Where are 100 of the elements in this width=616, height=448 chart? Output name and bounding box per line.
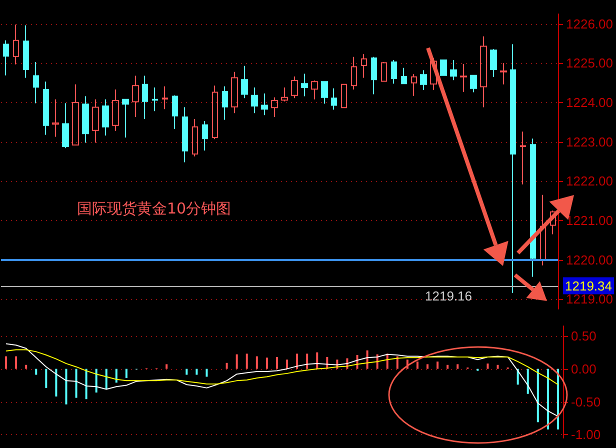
- y-tick-label: 1225.00: [566, 56, 614, 71]
- bar: [95, 368, 98, 393]
- candlestick: [281, 87, 288, 102]
- y-tick-label: 1226.00: [566, 16, 614, 32]
- bar: [236, 354, 238, 369]
- bar: [55, 368, 58, 396]
- candlestick: [182, 106, 188, 163]
- bar: [286, 360, 288, 369]
- bar: [266, 358, 268, 369]
- candlestick: [411, 74, 417, 96]
- y-tick-label: 1221.00: [566, 213, 614, 228]
- bar: [5, 356, 8, 369]
- candlestick: [460, 63, 467, 92]
- bar: [45, 368, 48, 388]
- bar: [246, 354, 248, 369]
- candlestick: [331, 88, 337, 110]
- candlestick: [271, 96, 278, 118]
- y-tick-label: -0.50: [571, 394, 601, 410]
- candlestick: [520, 131, 526, 185]
- candlestick: [470, 74, 477, 93]
- bar: [186, 368, 188, 375]
- y-tick-label: 1220.00: [566, 252, 614, 268]
- bar: [446, 364, 449, 369]
- text: 国际现货黄金10分钟图: [77, 200, 232, 218]
- candlestick: [450, 60, 457, 81]
- bar: [65, 368, 68, 404]
- candlestick: [192, 118, 198, 157]
- bar: [196, 368, 198, 375]
- candlestick: [251, 87, 258, 114]
- bar: [546, 368, 549, 430]
- candlestick: [102, 98, 109, 136]
- candlestick: [241, 65, 248, 99]
- bar: [166, 364, 168, 369]
- candlestick: [291, 76, 298, 99]
- candlestick: [530, 138, 536, 278]
- candlestick: [142, 75, 148, 120]
- bar: [526, 368, 529, 394]
- candlestick: [341, 84, 347, 108]
- line-series: [6, 343, 558, 417]
- bar: [256, 356, 258, 369]
- candlestick: [72, 84, 79, 146]
- y-tick-label: 1223.00: [566, 134, 614, 150]
- bar: [105, 368, 108, 390]
- candlestick: [311, 80, 318, 100]
- bar: [396, 356, 398, 369]
- candlestick: [212, 85, 218, 140]
- candlestick: [401, 67, 407, 84]
- bar: [15, 356, 18, 369]
- candlestick: [222, 86, 228, 120]
- bar: [125, 368, 128, 378]
- candlestick: [550, 210, 556, 235]
- bar: [276, 356, 278, 369]
- candlestick: [43, 81, 49, 136]
- candlestick: [361, 54, 367, 78]
- candlestick: [301, 73, 308, 97]
- bar: [456, 364, 459, 369]
- bar: [206, 368, 208, 377]
- bar: [426, 364, 429, 369]
- candlestick: [261, 92, 268, 116]
- y-tick-label: 1224.00: [566, 95, 614, 110]
- bar: [496, 364, 499, 369]
- candlestick: [52, 98, 59, 138]
- bar: [486, 364, 489, 369]
- bar: [75, 368, 78, 398]
- candlestick: [480, 36, 487, 108]
- bar: [115, 368, 118, 383]
- bar: [556, 368, 559, 430]
- bar: [316, 352, 318, 369]
- line-series: [6, 349, 558, 386]
- candlestick: [62, 102, 69, 149]
- candlestick: [351, 56, 357, 90]
- annotation: 1219.16: [425, 288, 472, 304]
- candlestick: [381, 61, 387, 82]
- candlestick: [152, 87, 158, 112]
- candlestick: [23, 24, 29, 78]
- bar: [416, 362, 418, 369]
- y-tick-label: 0.00: [571, 361, 596, 376]
- candlestick: [112, 89, 119, 132]
- candlestick: [490, 48, 497, 78]
- candlestick: [172, 94, 178, 130]
- candlestick: [231, 71, 238, 114]
- candlestick: [3, 40, 9, 76]
- candlestick: [202, 120, 208, 151]
- candlestick: [500, 62, 507, 85]
- candlestick: [420, 70, 427, 90]
- y-tick-label: -1.00: [571, 427, 601, 442]
- y-tick-label: 1219.00: [566, 292, 614, 307]
- candlestick: [510, 44, 516, 294]
- candlestick: [122, 98, 129, 138]
- candlestick: [13, 24, 19, 65]
- candlestick: [33, 61, 39, 104]
- y-tick-label: 1222.00: [566, 174, 614, 189]
- candlestick: [440, 60, 447, 76]
- bar: [25, 364, 28, 369]
- candlestick: [162, 86, 168, 110]
- bar: [85, 368, 88, 400]
- candlestick: [82, 96, 89, 144]
- candlestick: [371, 56, 377, 95]
- candlestick: [132, 75, 139, 118]
- candlestick: [540, 194, 546, 266]
